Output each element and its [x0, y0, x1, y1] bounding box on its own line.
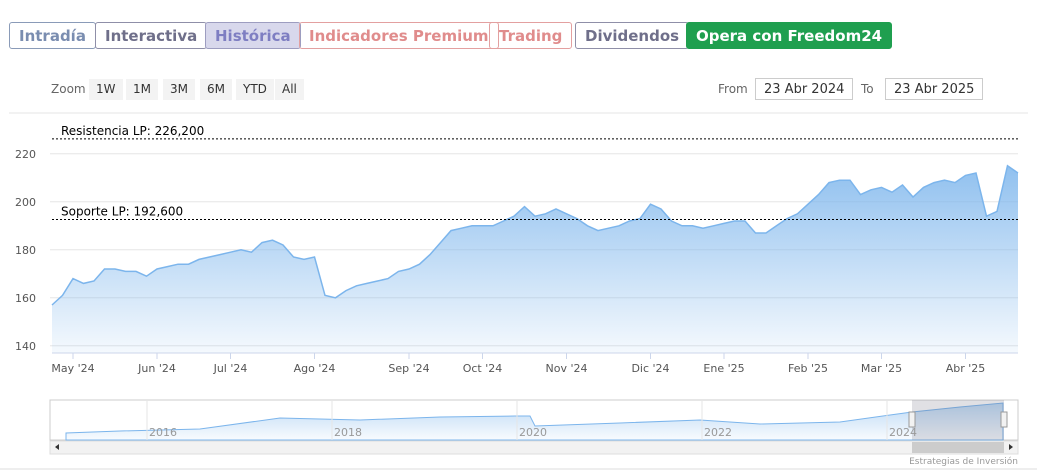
- zoom-button[interactable]: 1M: [126, 79, 158, 100]
- navigator-year: 2020: [519, 426, 547, 439]
- line: [51, 164, 1019, 306]
- zoom-button[interactable]: All: [275, 79, 304, 100]
- from-label: From: [718, 82, 748, 96]
- x-tick-label: Abr '25: [946, 362, 986, 375]
- tab[interactable]: Opera con Freedom24: [686, 22, 893, 49]
- x-tick-label: Feb '25: [788, 362, 828, 375]
- y-tick-label: 160: [15, 292, 36, 305]
- navigator-year: 2016: [149, 426, 177, 439]
- zoom-button[interactable]: 1W: [89, 79, 123, 100]
- from-input[interactable]: 23 Abr 2024: [755, 78, 854, 100]
- x-tick-label: Jul '24: [213, 362, 248, 375]
- tab[interactable]: Indicadores Premium: [299, 22, 499, 49]
- tab[interactable]: Trading: [489, 22, 573, 49]
- navigator: [49, 399, 1019, 455]
- y-tick-label: 220: [15, 148, 36, 161]
- credit: Estrategias de Inversión: [909, 456, 1018, 467]
- zoom-button[interactable]: YTD: [236, 79, 274, 100]
- x-tick-label: May '24: [51, 362, 94, 375]
- to-input[interactable]: 23 Abr 2025: [885, 78, 984, 100]
- x-tick-label: Dic '24: [631, 362, 669, 375]
- x-tick-label: Oct '24: [463, 362, 503, 375]
- navigator-year: 2022: [704, 426, 732, 439]
- zoom-label: Zoom: [51, 82, 86, 96]
- x-tick-label: Nov '24: [546, 362, 588, 375]
- x-tick-label: Ene '25: [703, 362, 744, 375]
- x-tick-label: Ago '24: [294, 362, 336, 375]
- zoom-button[interactable]: 3M: [163, 79, 195, 100]
- x-tick-label: Jun '24: [137, 362, 176, 375]
- x-tick-label: Sep '24: [388, 362, 429, 375]
- plot-line-label: Soporte LP: 192,600: [61, 205, 183, 219]
- to-label: To: [861, 82, 874, 96]
- y-tick-label: 140: [15, 340, 36, 353]
- x-tick-label: Mar '25: [861, 362, 902, 375]
- navigator-year: 2024: [889, 426, 917, 439]
- plot-line-label: Resistencia LP: 226,200: [61, 124, 204, 138]
- y-tick-label: 200: [15, 196, 36, 209]
- area-fill: [52, 165, 1018, 353]
- tab[interactable]: Histórica: [205, 22, 301, 49]
- zoom-button[interactable]: 6M: [200, 79, 232, 100]
- y-tick-label: 180: [15, 244, 36, 257]
- navigator-year: 2018: [334, 426, 362, 439]
